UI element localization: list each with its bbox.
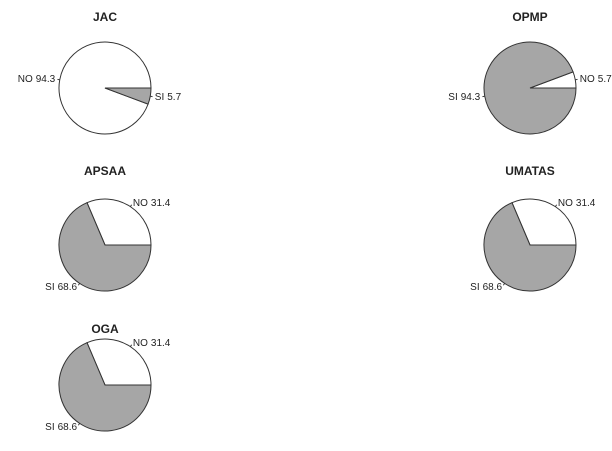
pie-slice xyxy=(86,338,152,386)
slice-label: NO 31.4 xyxy=(133,337,171,348)
pie-slice xyxy=(104,87,152,105)
pie-slice xyxy=(58,342,152,432)
slice-value: 31.4 xyxy=(151,337,171,348)
slice-category: NO xyxy=(133,337,148,348)
slice-value: 68.6 xyxy=(58,422,78,433)
slice-value: 94.3 xyxy=(461,92,481,103)
chart-title: JAC xyxy=(93,10,117,24)
pie-chart: APSAA NO 31.4 SI 68.6 xyxy=(45,164,171,293)
slice-category: NO xyxy=(18,74,33,85)
slice-category: SI xyxy=(45,282,54,293)
slice-category: SI xyxy=(45,422,54,433)
pie-slice xyxy=(58,202,152,292)
slice-label: NO 94.3 xyxy=(18,74,56,85)
pie-chart: JAC NO 94.3 SI 5.7 xyxy=(18,10,182,135)
slice-category: SI xyxy=(155,92,164,103)
label-leader xyxy=(502,283,506,286)
pie-chart: OGA NO 31.4 SI 68.6 xyxy=(45,322,171,433)
chart-title: UMATAS xyxy=(505,164,555,178)
slice-value: 68.6 xyxy=(58,282,78,293)
slice-value: 31.4 xyxy=(151,197,171,208)
slice-label: NO 31.4 xyxy=(558,197,596,208)
slice-label: SI 68.6 xyxy=(470,282,502,293)
slice-value: 68.6 xyxy=(483,282,503,293)
label-leader xyxy=(77,283,81,286)
label-leader xyxy=(554,204,558,207)
slice-category: NO xyxy=(133,197,148,208)
label-leader xyxy=(77,423,81,426)
slice-label: NO 31.4 xyxy=(133,197,171,208)
pie-slice xyxy=(86,198,152,246)
pie-chart: UMATAS NO 31.4 SI 68.6 xyxy=(470,164,596,293)
label-leader xyxy=(129,344,133,347)
slice-category: SI xyxy=(448,92,457,103)
slice-label: SI 94.3 xyxy=(448,92,480,103)
slice-label: SI 5.7 xyxy=(155,92,182,103)
pie-chart: OPMP NO 5.7 SI 94.3 xyxy=(448,10,612,135)
slice-value: 5.7 xyxy=(598,74,612,85)
chart-title: OGA xyxy=(91,322,119,336)
slice-value: 31.4 xyxy=(576,197,596,208)
slice-value: 5.7 xyxy=(167,92,181,103)
slice-category: SI xyxy=(470,282,479,293)
chart-title: APSAA xyxy=(84,164,126,178)
label-leader xyxy=(129,204,133,207)
slice-label: SI 68.6 xyxy=(45,422,77,433)
chart-title: OPMP xyxy=(512,10,547,24)
slice-value: 94.3 xyxy=(36,74,56,85)
slice-category: NO xyxy=(580,74,595,85)
slice-category: NO xyxy=(558,197,573,208)
slice-label: SI 68.6 xyxy=(45,282,77,293)
pie-slice xyxy=(483,202,577,292)
pie-slice xyxy=(511,198,577,246)
slice-label: NO 5.7 xyxy=(580,74,612,85)
pie-slice xyxy=(483,41,577,135)
